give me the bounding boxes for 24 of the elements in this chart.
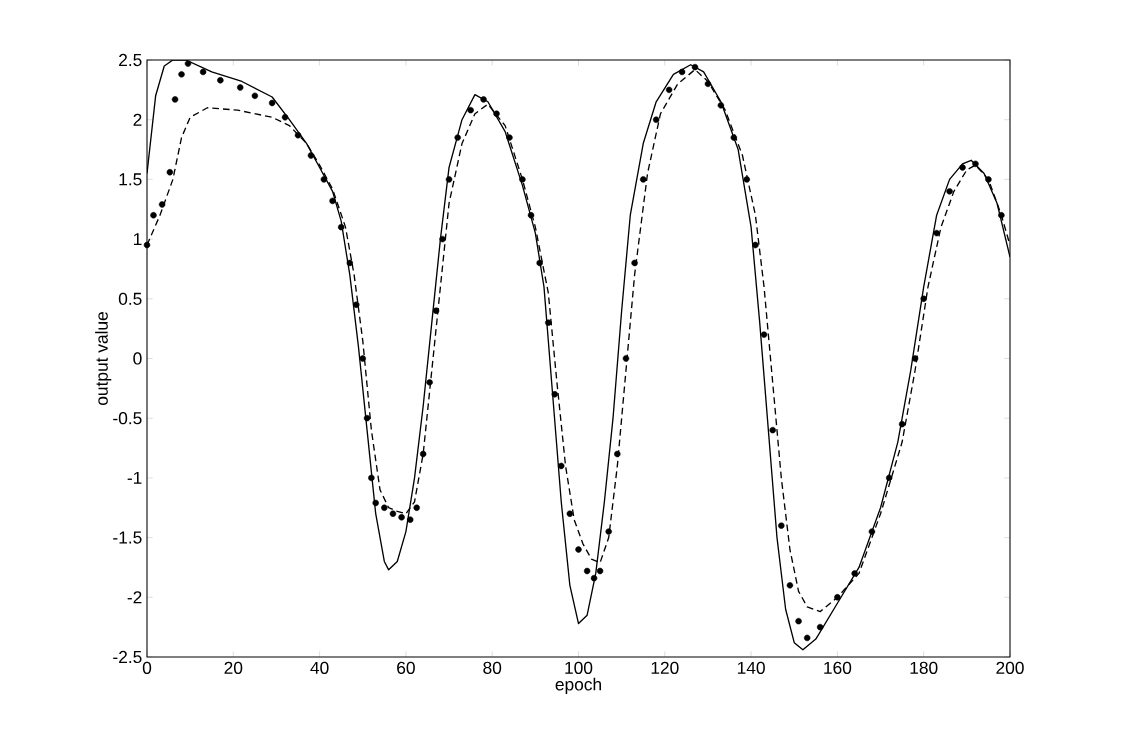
- x-tick-label: 100: [565, 661, 593, 674]
- y-tick-label: 1: [133, 233, 142, 246]
- x-axis-title: epoch: [555, 677, 601, 694]
- y-tick-label: -2: [127, 591, 142, 604]
- x-tick-label: 200: [996, 661, 1024, 674]
- x-tick-label: 20: [224, 661, 243, 674]
- y-axis-title: output value: [95, 312, 112, 405]
- x-tick-label: 180: [910, 661, 938, 674]
- y-tick-label: 2: [133, 113, 142, 126]
- y-tick-label: 2.5: [119, 53, 142, 67]
- x-tick-label: 120: [651, 661, 679, 674]
- y-tick-label: -1.5: [113, 531, 142, 544]
- y-tick-label: -0.5: [113, 412, 142, 425]
- y-tick-label: 0.5: [118, 292, 142, 305]
- x-tick-label: 160: [824, 661, 852, 674]
- x-tick-label: 80: [483, 661, 502, 674]
- x-tick-label: 60: [397, 661, 415, 674]
- y-tick-label: 0: [133, 352, 142, 365]
- y-tick-label: -2.5: [113, 650, 142, 664]
- x-tick-label: 140: [737, 661, 765, 674]
- x-tick-label: 0: [142, 661, 152, 674]
- x-tick-label: 40: [310, 661, 329, 674]
- y-tick-label: 1.5: [119, 173, 142, 186]
- y-tick-label: -1: [127, 471, 142, 484]
